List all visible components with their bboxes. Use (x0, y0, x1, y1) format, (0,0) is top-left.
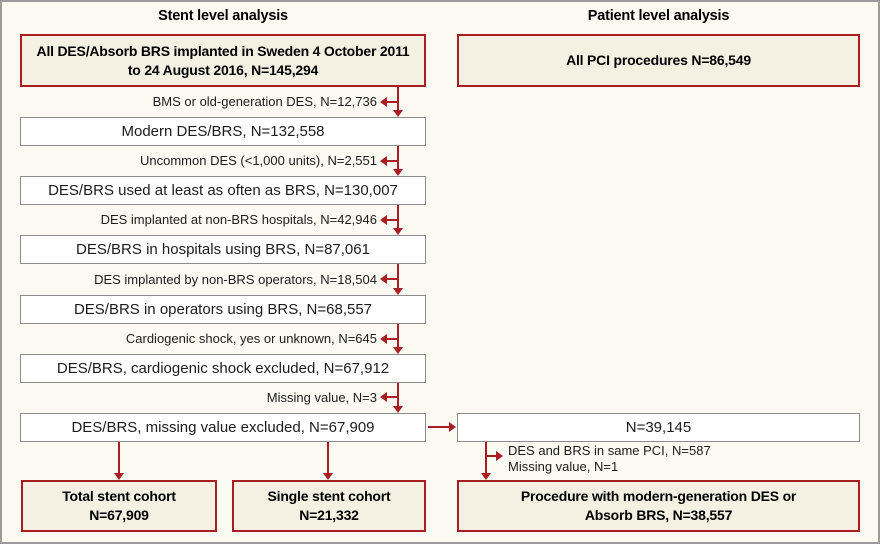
right-arrow-icon (496, 451, 503, 461)
exclusion-label: DES implanted at non-BRS hospitals, N=42… (100, 212, 377, 227)
exclusion-label: BMS or old-generation DES, N=12,736 (152, 94, 377, 109)
flow-connector-line (397, 205, 399, 228)
left-arrow-icon (380, 274, 387, 284)
patient-bottom-box-line2: Absorb BRS, N=38,557 (584, 507, 733, 523)
down-arrow-icon (393, 228, 403, 235)
down-arrow-icon (481, 473, 491, 480)
patient-bottom-box: Procedure with modern-generation DES or … (457, 480, 860, 532)
down-arrow-icon (393, 347, 403, 354)
patient-mid-box: N=39,145 (457, 413, 860, 442)
down-arrow-icon (393, 110, 403, 117)
flow-connector-line (485, 442, 487, 473)
exclusion-label: Missing value, N=3 (266, 390, 377, 405)
down-arrow-icon (393, 169, 403, 176)
patient-bottom-box-line1: Procedure with modern-generation DES or (520, 488, 797, 504)
patient-top-box: All PCI procedures N=86,549 (457, 34, 860, 87)
patient-column-header: Patient level analysis (587, 8, 730, 24)
stent-top-box: All DES/Absorb BRS implanted in Sweden 4… (20, 34, 426, 87)
exclusion-branch-line (387, 160, 399, 162)
stent-top-box-line2: to 24 August 2016, N=145,294 (127, 61, 319, 78)
down-arrow-icon (323, 473, 333, 480)
single-stent-cohort-box: Single stent cohort N=21,332 (232, 480, 426, 532)
left-arrow-icon (380, 97, 387, 107)
exclusion-branch-line (387, 101, 399, 103)
exclusion-label: DES and BRS in same PCI, N=587 (508, 443, 711, 458)
total-stent-cohort-box: Total stent cohort N=67,909 (21, 480, 217, 532)
exclusion-label: Missing value, N=1 (508, 459, 619, 474)
flow-connector-line (397, 324, 399, 347)
flow-box: DES/BRS, cardiogenic shock excluded, N=6… (20, 354, 426, 383)
down-arrow-icon (114, 473, 124, 480)
stent-column-header: Stent level analysis (158, 8, 288, 24)
left-arrow-icon (380, 156, 387, 166)
single-stent-cohort-n: N=21,332 (299, 507, 359, 523)
cross-link-line (428, 426, 449, 428)
flow-box: Modern DES/BRS, N=132,558 (20, 117, 426, 146)
right-arrow-icon (449, 422, 456, 432)
stent-top-box-line1: All DES/Absorb BRS implanted in Sweden 4… (36, 42, 410, 59)
left-arrow-icon (380, 334, 387, 344)
exclusion-branch-line (387, 219, 399, 221)
total-stent-cohort-label: Total stent cohort (62, 488, 176, 504)
flow-box: DES/BRS in operators using BRS, N=68,557 (20, 295, 426, 324)
flow-connector-line (397, 383, 399, 406)
flow-box: DES/BRS used at least as often as BRS, N… (20, 176, 426, 205)
exclusion-label: Cardiogenic shock, yes or unknown, N=645 (125, 331, 377, 346)
flow-box: DES/BRS, missing value excluded, N=67,90… (20, 413, 426, 442)
flow-connector-line (327, 442, 329, 473)
exclusion-label: Uncommon DES (<1,000 units), N=2,551 (139, 153, 377, 168)
single-stent-cohort-label: Single stent cohort (267, 488, 391, 504)
flow-box: DES/BRS in hospitals using BRS, N=87,061 (20, 235, 426, 264)
down-arrow-icon (393, 288, 403, 295)
down-arrow-icon (393, 406, 403, 413)
exclusion-branch-line (387, 278, 399, 280)
flow-connector-line (118, 442, 120, 473)
flow-connector-line (397, 264, 399, 288)
exclusion-branch-line (387, 396, 399, 398)
patient-exclusion-labels: DES and BRS in same PCI, N=587 Missing v… (508, 443, 838, 475)
exclusion-branch-line (486, 455, 496, 457)
left-arrow-icon (380, 392, 387, 402)
exclusion-branch-line (387, 338, 399, 340)
flow-connector-line (397, 146, 399, 169)
total-stent-cohort-n: N=67,909 (89, 507, 149, 523)
exclusion-label: DES implanted by non-BRS operators, N=18… (94, 272, 377, 287)
left-arrow-icon (380, 215, 387, 225)
flow-connector-line (397, 87, 399, 110)
